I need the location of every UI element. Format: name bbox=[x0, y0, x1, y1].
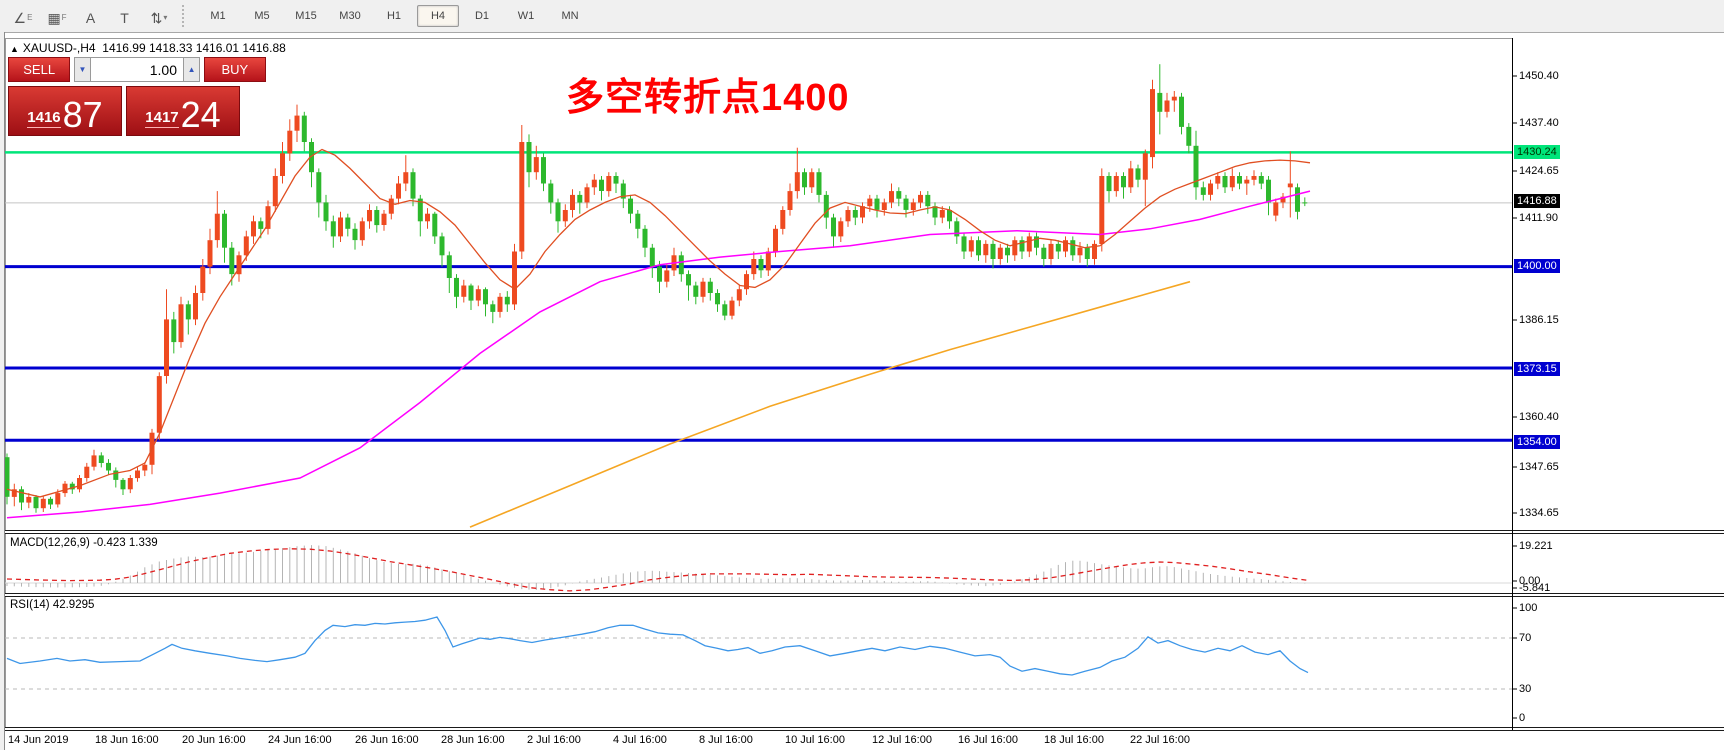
sell-button[interactable]: SELL bbox=[8, 57, 71, 82]
buy-price-tile[interactable]: 1417 24 bbox=[126, 86, 240, 136]
timeframe-button-m5[interactable]: M5 bbox=[254, 10, 270, 22]
one-click-trade-panel: SELL ▼ ▲ BUY 1416 87 1417 24 bbox=[8, 57, 266, 136]
date-tick-label: 16 Jul 16:00 bbox=[958, 734, 1018, 746]
price-tick-label: 1450.40 bbox=[1519, 70, 1559, 82]
indicator-tick-label: 19.221 bbox=[1519, 540, 1553, 552]
buy-price-small: 1417 bbox=[145, 109, 179, 128]
bottom-separator bbox=[5, 727, 1724, 731]
date-tick-label: 24 Jun 16:00 bbox=[268, 734, 332, 746]
price-tick-label: 1334.65 bbox=[1519, 507, 1559, 519]
chart-area[interactable] bbox=[5, 38, 1513, 730]
price-tick-label: 1437.40 bbox=[1519, 117, 1559, 129]
ohlc-values: 1416.99 1418.33 1416.01 1416.88 bbox=[102, 41, 286, 55]
price-level-badge: 1416.88 bbox=[1514, 194, 1560, 208]
text-label-icon[interactable]: A bbox=[85, 10, 96, 26]
symbol-label: XAUUSD-,H4 bbox=[22, 41, 96, 55]
date-tick-label: 18 Jul 16:00 bbox=[1044, 734, 1104, 746]
indicator-tick-label: -5.841 bbox=[1519, 582, 1551, 594]
indicator-tick-label: 0 bbox=[1519, 712, 1526, 724]
date-tick-label: 18 Jun 16:00 bbox=[95, 734, 159, 746]
date-tick-label: 12 Jul 16:00 bbox=[872, 734, 932, 746]
price-tick-label: 1386.15 bbox=[1519, 314, 1559, 326]
volume-up-button[interactable]: ▲ bbox=[183, 57, 201, 82]
timeframe-button-mn[interactable]: MN bbox=[561, 10, 579, 22]
price-tick-label: 1360.40 bbox=[1519, 411, 1559, 423]
buy-price-big: 24 bbox=[180, 94, 221, 135]
buy-button[interactable]: BUY bbox=[203, 57, 266, 82]
chart-annotation-text[interactable]: 多空转折点1400 bbox=[566, 77, 850, 119]
date-tick-label: 4 Jul 16:00 bbox=[613, 734, 667, 746]
chart-header: ▲ XAUUSD-,H4 1416.99 1418.33 1416.01 1416… bbox=[10, 41, 286, 55]
timeframe-button-h4[interactable]: H4 bbox=[417, 5, 459, 27]
timeframe-button-m15[interactable]: M15 bbox=[295, 10, 317, 22]
price-pane[interactable] bbox=[5, 64, 1513, 528]
price-level-badge: 1354.00 bbox=[1514, 435, 1560, 449]
macd-pane[interactable] bbox=[5, 545, 1512, 592]
drawing-toolbar: ∠ E ▦ F A T ⇅ ▾ bbox=[0, 3, 176, 29]
price-level-badge: 1373.15 bbox=[1514, 362, 1560, 376]
date-tick-label: 10 Jul 16:00 bbox=[785, 734, 845, 746]
date-tick-label: 8 Jul 16:00 bbox=[699, 734, 753, 746]
rsi-separator[interactable] bbox=[5, 593, 1724, 597]
volume-input[interactable] bbox=[91, 57, 183, 82]
indicator-tick-label: 100 bbox=[1519, 602, 1538, 614]
price-tick-label: 1424.65 bbox=[1519, 165, 1559, 177]
sort-arrows-icon[interactable]: ⇅ ▾ bbox=[150, 10, 168, 26]
indicator-tick-label: 30 bbox=[1519, 683, 1532, 695]
price-level-badge: 1400.00 bbox=[1514, 259, 1560, 273]
price-level-badge: 1430.24 bbox=[1514, 145, 1560, 159]
date-tick-label: 20 Jun 16:00 bbox=[182, 734, 246, 746]
text-box-icon[interactable]: T bbox=[120, 10, 129, 26]
timeframe-button-h1[interactable]: H1 bbox=[386, 10, 402, 22]
price-tick-label: 1411.90 bbox=[1519, 212, 1558, 224]
date-tick-label: 2 Jul 16:00 bbox=[527, 734, 581, 746]
date-tick-label: 14 Jun 2019 bbox=[8, 734, 69, 746]
timeframe-toolbar: M1 M5 M15 M30 H1 H4 D1 W1 MN bbox=[196, 5, 592, 27]
price-tick-label: 1347.65 bbox=[1519, 461, 1559, 473]
volume-down-button[interactable]: ▼ bbox=[73, 57, 91, 82]
date-tick-label: 26 Jun 16:00 bbox=[355, 734, 419, 746]
date-tick-label: 22 Jul 16:00 bbox=[1130, 734, 1190, 746]
collapse-icon[interactable]: ▲ bbox=[10, 44, 19, 54]
line-studies-icon[interactable]: ∠ E bbox=[13, 10, 33, 26]
macd-label: MACD(12,26,9) -0.423 1.339 bbox=[10, 537, 158, 549]
window-left-edge bbox=[0, 32, 5, 750]
timeframe-button-m1[interactable]: M1 bbox=[210, 10, 226, 22]
timeframe-button-w1[interactable]: W1 bbox=[517, 10, 535, 22]
price-axis-border bbox=[1512, 38, 1513, 730]
sell-price-big: 87 bbox=[62, 94, 103, 135]
macd-separator[interactable] bbox=[5, 530, 1724, 534]
sell-price-tile[interactable]: 1416 87 bbox=[8, 86, 122, 136]
timeframe-button-d1[interactable]: D1 bbox=[474, 10, 490, 22]
date-tick-label: 28 Jun 16:00 bbox=[441, 734, 505, 746]
indicator-tick-label: 0.00 bbox=[1519, 575, 1541, 587]
toolbar: ∠ E ▦ F A T ⇅ ▾ M1 M5 M15 M30 H1 H4 D1 W1 MN bbox=[0, 0, 1724, 33]
toolbar-separator bbox=[182, 5, 190, 27]
indicator-tick-label: 70 bbox=[1519, 632, 1532, 644]
rsi-pane[interactable] bbox=[5, 616, 1512, 690]
timeframe-button-m30[interactable]: M30 bbox=[339, 10, 361, 22]
sell-price-small: 1416 bbox=[27, 109, 61, 128]
rsi-label: RSI(14) 42.9295 bbox=[10, 599, 95, 611]
grid-icon[interactable]: ▦ F bbox=[47, 10, 67, 26]
